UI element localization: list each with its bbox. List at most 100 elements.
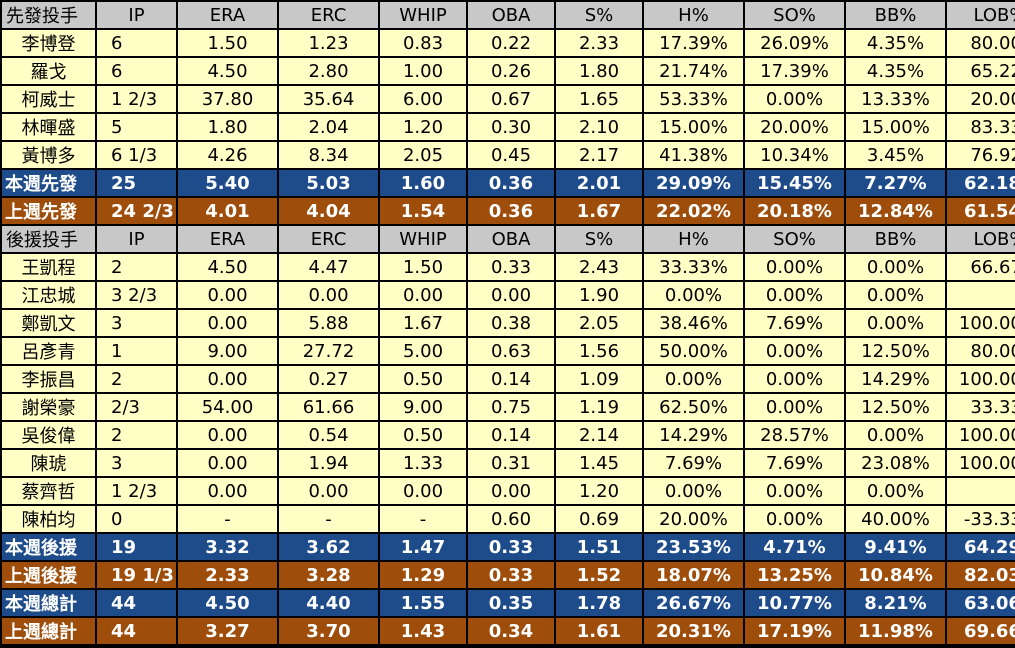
stat-cell: 10.77% [745,590,844,616]
stat-cell: 1.67 [556,198,642,224]
stat-cell: 0.00 [178,478,277,504]
stat-cell: 3.45% [846,142,945,168]
table-row: 鄭凱文 3 0.00 5.88 1.67 0.38 2.05 38.46% 7.69% 0.00%… [2,310,1015,336]
column-header: IP [97,2,176,28]
row-label: 王凱程 [2,254,95,280]
column-header: WHIP [380,226,466,252]
stat-cell: 61.66 [279,394,378,420]
stat-cell: 62.50% [644,394,743,420]
stat-cell: 0.00% [846,310,945,336]
stat-cell: 0.00% [745,366,844,392]
stat-cell: 17.39% [745,58,844,84]
stat-cell: 13.33% [846,86,945,112]
stat-cell: 4.04 [279,198,378,224]
stat-cell: 0.00 [178,310,277,336]
stat-cell: 3 [97,310,176,336]
row-label: 上週先發 [2,198,95,224]
column-header: OBA [468,2,554,28]
stat-cell: 7.69% [745,310,844,336]
stat-cell: 0.00% [745,254,844,280]
stat-cell: 1.80 [556,58,642,84]
stat-cell: 12.50% [846,394,945,420]
column-header: ERA [178,226,277,252]
stat-cell: 0.14 [468,422,554,448]
stat-cell: 0.00% [745,506,844,532]
stat-cell: 65.22% [947,58,1015,84]
stat-cell: 0.00% [644,478,743,504]
stat-cell: 2.10 [556,114,642,140]
table-row: 柯威士 1 2/3 37.80 35.64 6.00 0.67 1.65 53.33% 0.00… [2,86,1015,112]
stat-cell: 0.45 [468,142,554,168]
stat-cell: 82.03% [947,562,1015,588]
stat-cell: 35.64 [279,86,378,112]
column-header: LOB% [947,226,1015,252]
stat-cell: 24 2/3 [97,198,176,224]
table-row: 李博登 6 1.50 1.23 0.83 0.22 2.33 17.39% 26.09% 4.35… [2,30,1015,56]
stat-cell: 2.14 [556,422,642,448]
stat-cell: 4.50 [178,254,277,280]
table-row: 林暉盛 5 1.80 2.04 1.20 0.30 2.10 15.00% 20.00% 15.0… [2,114,1015,140]
stat-cell: 80.00% [947,30,1015,56]
row-label: 羅戈 [2,58,95,84]
summary-row-this-week-starters: 本週先發 25 5.40 5.03 1.60 0.36 2.01 29.09% 15.45% 7.… [2,170,1015,196]
stat-cell: 0.26 [468,58,554,84]
stat-cell: 1.23 [279,30,378,56]
column-header: ERA [178,2,277,28]
stat-cell: 2 [97,254,176,280]
stat-cell: 3.70 [279,618,378,644]
stat-cell: 76.92% [947,142,1015,168]
stat-cell: 100.00% [947,366,1015,392]
stat-cell: 25 [97,170,176,196]
stat-cell: 1.47 [380,534,466,560]
stat-cell: 33.33% [947,394,1015,420]
stat-cell: 5.00 [380,338,466,364]
stat-cell: 2.05 [380,142,466,168]
stat-cell: 0.36 [468,198,554,224]
stat-cell: 4.35% [846,58,945,84]
stat-cell: 0.00% [846,254,945,280]
stat-cell: 3.62 [279,534,378,560]
row-label: 江忠城 [2,282,95,308]
stat-cell: 0.69 [556,506,642,532]
table-row: 黃博多 6 1/3 4.26 8.34 2.05 0.45 2.17 41.38% 10.34%… [2,142,1015,168]
stat-cell: 0.30 [468,114,554,140]
stat-cell: 2.05 [556,310,642,336]
stat-cell: 1.43 [380,618,466,644]
row-label: 林暉盛 [2,114,95,140]
stat-cell: 20.00% [644,506,743,532]
stat-cell: -33.33% [947,506,1015,532]
stat-cell: 0 [97,506,176,532]
stat-cell: 4.47 [279,254,378,280]
stat-cell: 0.33 [468,534,554,560]
stat-cell: - [947,478,1015,504]
column-header: WHIP [380,2,466,28]
row-label: 本週後援 [2,534,95,560]
stat-cell: 4.40 [279,590,378,616]
column-header: BB% [846,226,945,252]
stat-cell: 0.00% [644,282,743,308]
stat-cell: 5.88 [279,310,378,336]
stat-cell: - [178,506,277,532]
stat-cell: 27.72 [279,338,378,364]
stat-cell: 1.90 [556,282,642,308]
table-row: 江忠城 3 2/3 0.00 0.00 0.00 0.00 1.90 0.00% 0.00% 0.… [2,282,1015,308]
column-header: ERC [279,226,378,252]
stat-cell: 5.40 [178,170,277,196]
column-header: IP [97,226,176,252]
stat-cell: 80.00% [947,338,1015,364]
row-label: 柯威士 [2,86,95,112]
stat-cell: 69.66% [947,618,1015,644]
stat-cell: 1.52 [556,562,642,588]
stat-cell: 0.33 [468,562,554,588]
stat-cell: 0.75 [468,394,554,420]
stat-cell: 100.00% [947,310,1015,336]
stat-cell: 1.60 [380,170,466,196]
stat-cell: 13.25% [745,562,844,588]
stat-cell: 0.00% [846,282,945,308]
stat-cell: 4.01 [178,198,277,224]
table-row: 蔡齊哲 1 2/3 0.00 0.00 0.00 0.00 1.20 0.00% 0.00% 0.… [2,478,1015,504]
row-label: 呂彥青 [2,338,95,364]
